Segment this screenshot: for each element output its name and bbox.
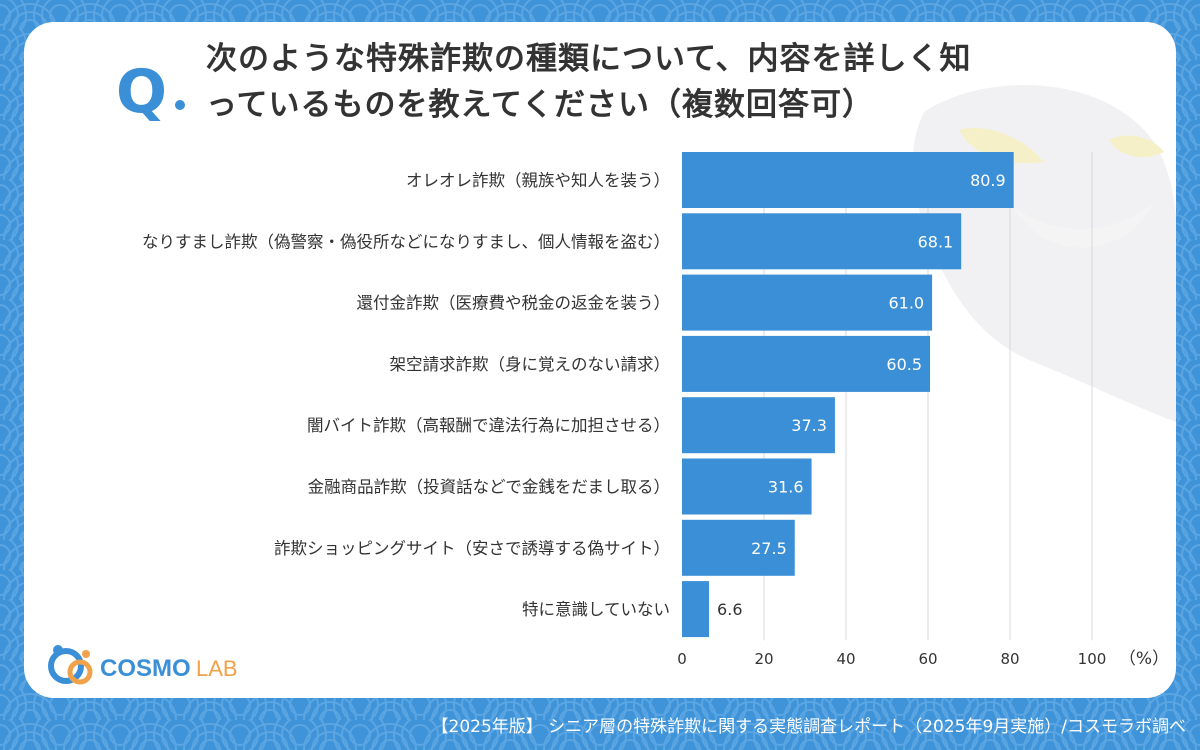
x-tick-label: 100 [1078,650,1107,668]
category-label: 特に意識していない [522,600,670,619]
bar [682,213,962,270]
title-line-2: っているものを教えてください（複数回答可） [206,87,874,123]
data-label: 27.5 [751,539,787,558]
data-label: 37.3 [791,416,827,435]
chart-card: Q 次のような特殊詐欺の種類について、内容を詳しく知 っているものを教えてくださ… [24,22,1176,698]
data-label: 68.1 [918,232,954,251]
bar-chart: 0 20 40 60 80 100 （%） オレオレ詐欺（親族や知人を装う） 80.9 なりすまし… [142,152,1169,669]
question-dot [175,100,185,110]
question-title: 次のような特殊詐欺の種類について、内容を詳しく知 っているものを教えてください（… [206,36,1106,128]
question-mark: Q [116,57,168,127]
bar [682,335,931,392]
category-label: なりすまし詐欺（偽警察・偽役所などになりすまし、個人情報を盗む） [142,232,670,251]
x-axis-unit: （%） [1119,649,1169,669]
bar [682,274,933,331]
category-label: 闇バイト詐欺（高報酬で違法行為に加担させる） [307,416,670,435]
x-tick-label: 60 [918,650,937,668]
cosmo-lab-logo: COSMO LAB [48,645,238,685]
bar [682,581,710,638]
category-label: 還付金詐欺（医療費や税金の返金を装う） [357,294,671,313]
bar [682,519,795,576]
bar [682,397,835,454]
data-label: 31.6 [768,478,804,497]
data-label: 80.9 [970,171,1006,190]
category-label: オレオレ詐欺（親族や知人を装う） [406,171,670,190]
bar [682,458,812,515]
logo-text-sub: LAB [196,656,238,681]
category-label: 詐欺ショッピングサイト（安さで誘導する偽サイト） [274,539,670,558]
x-tick-label: 0 [677,650,687,668]
data-label: 60.5 [886,355,922,374]
x-tick-label: 20 [754,650,773,668]
title-line-1: 次のような特殊詐欺の種類について、内容を詳しく知 [206,41,972,77]
footer-credit: 【2025年版】 シニア層の特殊詐欺に関する実態調査レポート（2025年9月実施… [431,717,1186,737]
x-tick-label: 40 [836,650,855,668]
data-label: 61.0 [888,294,924,313]
x-tick-label: 80 [1000,650,1019,668]
category-label: 金融商品詐欺（投資話などで金銭をだまし取る） [308,478,670,497]
logo-text-main: COSMO [100,655,191,682]
data-label: 6.6 [717,600,742,619]
category-label: 架空請求詐欺（身に覚えのない請求） [390,355,671,374]
bar [682,152,1014,208]
